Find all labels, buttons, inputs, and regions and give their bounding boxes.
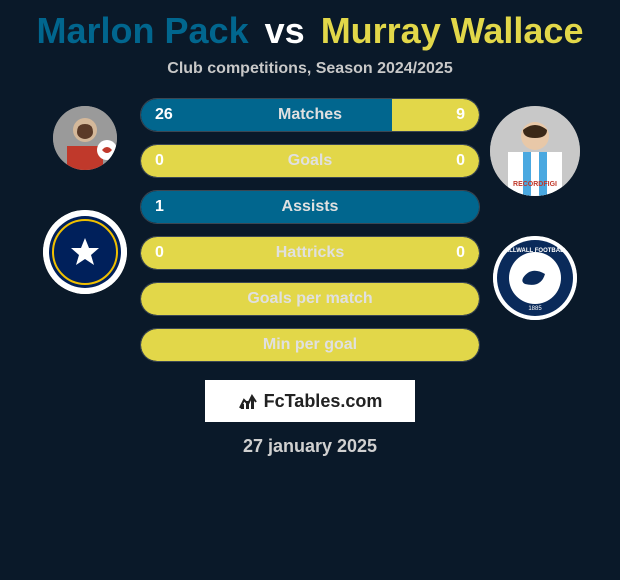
stat-label: Min per goal bbox=[141, 329, 479, 361]
stat-label: Hattricks bbox=[141, 237, 479, 269]
stat-value-left: 0 bbox=[155, 237, 164, 269]
subtitle: Club competitions, Season 2024/2025 bbox=[167, 60, 452, 78]
player2-column: RECORDFIGI MILLWALL FOOTBALL 1885 bbox=[480, 98, 590, 362]
stat-row-matches: Matches26 9 bbox=[140, 98, 480, 132]
stat-value-left: 26 bbox=[155, 99, 173, 131]
stat-value-left: 0 bbox=[155, 145, 164, 177]
svg-text:1885: 1885 bbox=[528, 306, 542, 312]
stat-value-right: 9 bbox=[456, 99, 465, 131]
stat-value-right: 0 bbox=[456, 237, 465, 269]
player2-avatar: RECORDFIGI bbox=[490, 106, 580, 196]
player1-column bbox=[30, 98, 140, 362]
title-player1: Marlon Pack bbox=[37, 10, 249, 51]
comparison-card: Marlon Pack vs Murray Wallace Club compe… bbox=[0, 0, 620, 580]
brand-banner: FcTables.com bbox=[205, 380, 415, 422]
player1-club-logo bbox=[43, 210, 127, 294]
title-vs: vs bbox=[265, 10, 305, 51]
player1-avatar bbox=[53, 106, 117, 170]
player2-club-logo: MILLWALL FOOTBALL 1885 bbox=[493, 236, 577, 320]
stat-row-goals-per-match: Goals per match bbox=[140, 282, 480, 316]
page-title: Marlon Pack vs Murray Wallace bbox=[37, 10, 584, 52]
main-row: Matches269Goals00Assists1Hattricks00Goal… bbox=[0, 98, 620, 362]
svg-text:RECORDFIGI: RECORDFIGI bbox=[513, 181, 557, 188]
stat-row-min-per-goal: Min per goal bbox=[140, 328, 480, 362]
date-text: 27 january 2025 bbox=[243, 436, 377, 457]
stat-row-hattricks: Hattricks0 0 bbox=[140, 236, 480, 270]
stat-label: Goals bbox=[141, 145, 479, 177]
chart-icon bbox=[238, 390, 260, 412]
svg-text:MILLWALL FOOTBALL: MILLWALL FOOTBALL bbox=[503, 248, 568, 254]
stats-column: Matches269Goals00Assists1Hattricks00Goal… bbox=[140, 98, 480, 362]
stat-value-right: 0 bbox=[456, 145, 465, 177]
stat-label: Matches bbox=[141, 99, 479, 131]
stat-row-goals: Goals0 0 bbox=[140, 144, 480, 178]
stat-row-assists: Assists1 bbox=[140, 190, 480, 224]
stat-value-left: 1 bbox=[155, 191, 164, 223]
stat-label: Assists bbox=[141, 191, 479, 223]
stat-label: Goals per match bbox=[141, 283, 479, 315]
title-player2: Murray Wallace bbox=[321, 10, 584, 51]
brand-text: FcTables.com bbox=[264, 391, 383, 412]
